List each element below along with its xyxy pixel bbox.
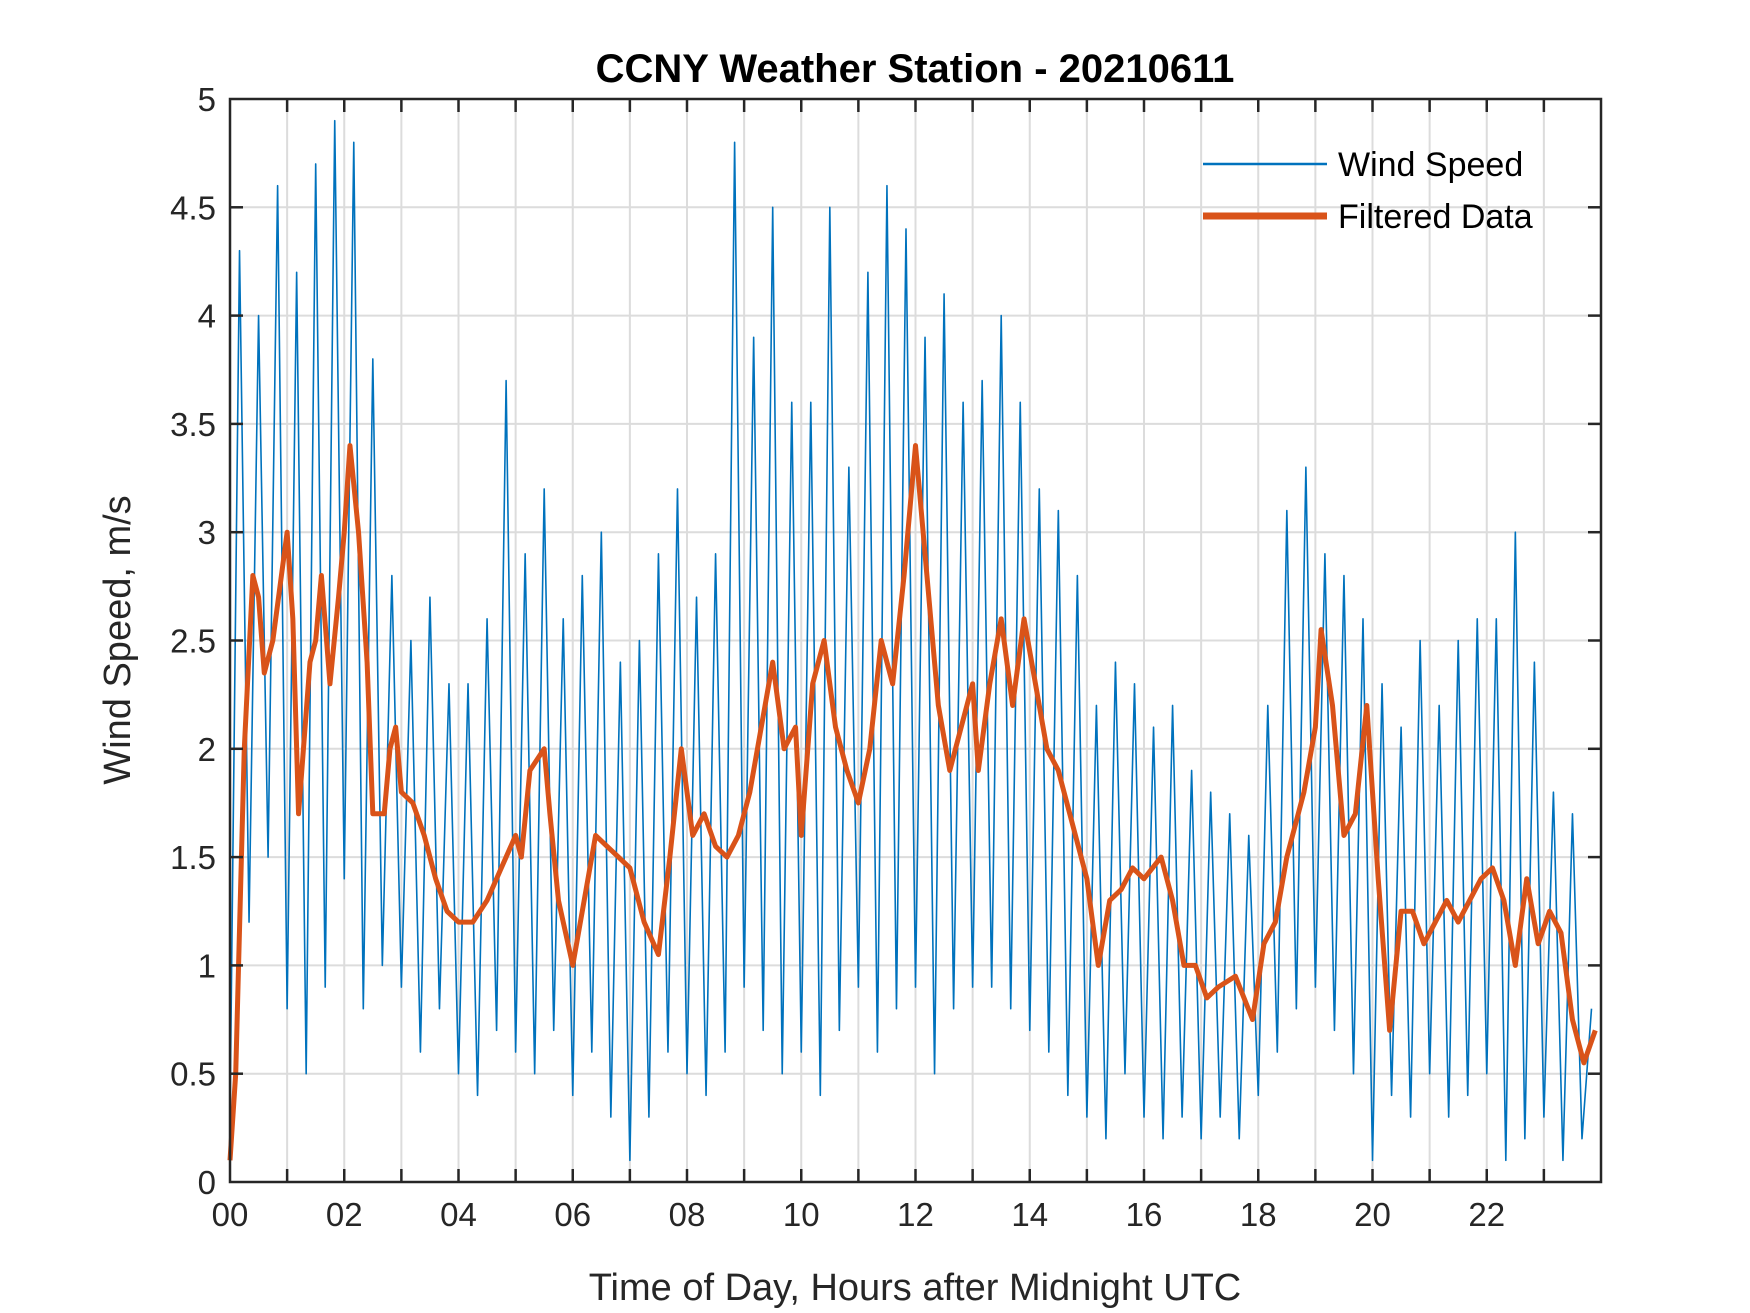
x-tick-label: 22 (1468, 1196, 1505, 1233)
legend: Wind Speed Filtered Data (1203, 146, 1533, 236)
x-tick-label: 10 (783, 1196, 820, 1233)
y-tick-label: 4 (198, 298, 216, 335)
x-tick-label: 06 (554, 1196, 591, 1233)
x-tick-label: 18 (1240, 1196, 1277, 1233)
y-tick-label: 2 (198, 731, 216, 768)
series-line-filtered-data (227, 443, 1598, 1161)
y-tick-label: 2.5 (170, 623, 216, 660)
grid (230, 99, 1601, 1182)
y-tick-label: 4.5 (170, 189, 216, 226)
x-tick-label: 00 (212, 1196, 249, 1233)
x-tick-label: 12 (897, 1196, 934, 1233)
x-tick-label: 04 (440, 1196, 477, 1233)
x-tick-label: 14 (1011, 1196, 1048, 1233)
x-tick-label: 08 (669, 1196, 706, 1233)
y-tick-label: 5 (198, 81, 216, 118)
x-tick-label: 16 (1126, 1196, 1163, 1233)
y-tick-label: 3 (198, 514, 216, 551)
y-tick-label: 0.5 (170, 1056, 216, 1093)
legend-label-filtered-data: Filtered Data (1338, 198, 1533, 236)
y-tick-label: 0 (198, 1164, 216, 1201)
x-tick-label: 20 (1354, 1196, 1391, 1233)
y-tick-label: 1 (198, 947, 216, 984)
y-axis-label: Wind Speed, m/s (97, 495, 139, 784)
y-tick-label: 3.5 (170, 406, 216, 443)
series-layer (227, 119, 1598, 1162)
x-tick-label: 02 (326, 1196, 363, 1233)
legend-label-wind-speed: Wind Speed (1338, 146, 1523, 184)
chart-title: CCNY Weather Station - 20210611 (596, 47, 1235, 91)
ticks: 0 0.5 1 1.5 2 2.5 3 3.5 4 4.5 5 00 02 04 06 08 10 12 14 16 1… (170, 81, 1601, 1233)
y-tick-label: 1.5 (170, 839, 216, 876)
x-axis-label: Time of Day, Hours after Midnight UTC (589, 1267, 1242, 1309)
